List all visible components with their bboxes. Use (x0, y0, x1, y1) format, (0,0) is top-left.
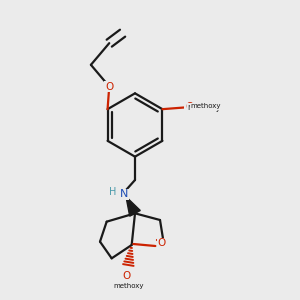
Text: O: O (122, 271, 131, 281)
Text: methoxy: methoxy (188, 103, 221, 112)
Text: N: N (120, 189, 128, 199)
Text: methoxy: methoxy (113, 283, 144, 289)
Text: methoxy: methoxy (190, 103, 221, 109)
Text: O: O (185, 103, 193, 112)
Text: O: O (158, 238, 166, 248)
Polygon shape (126, 197, 140, 216)
Text: O: O (105, 82, 113, 92)
Text: H: H (109, 187, 116, 197)
